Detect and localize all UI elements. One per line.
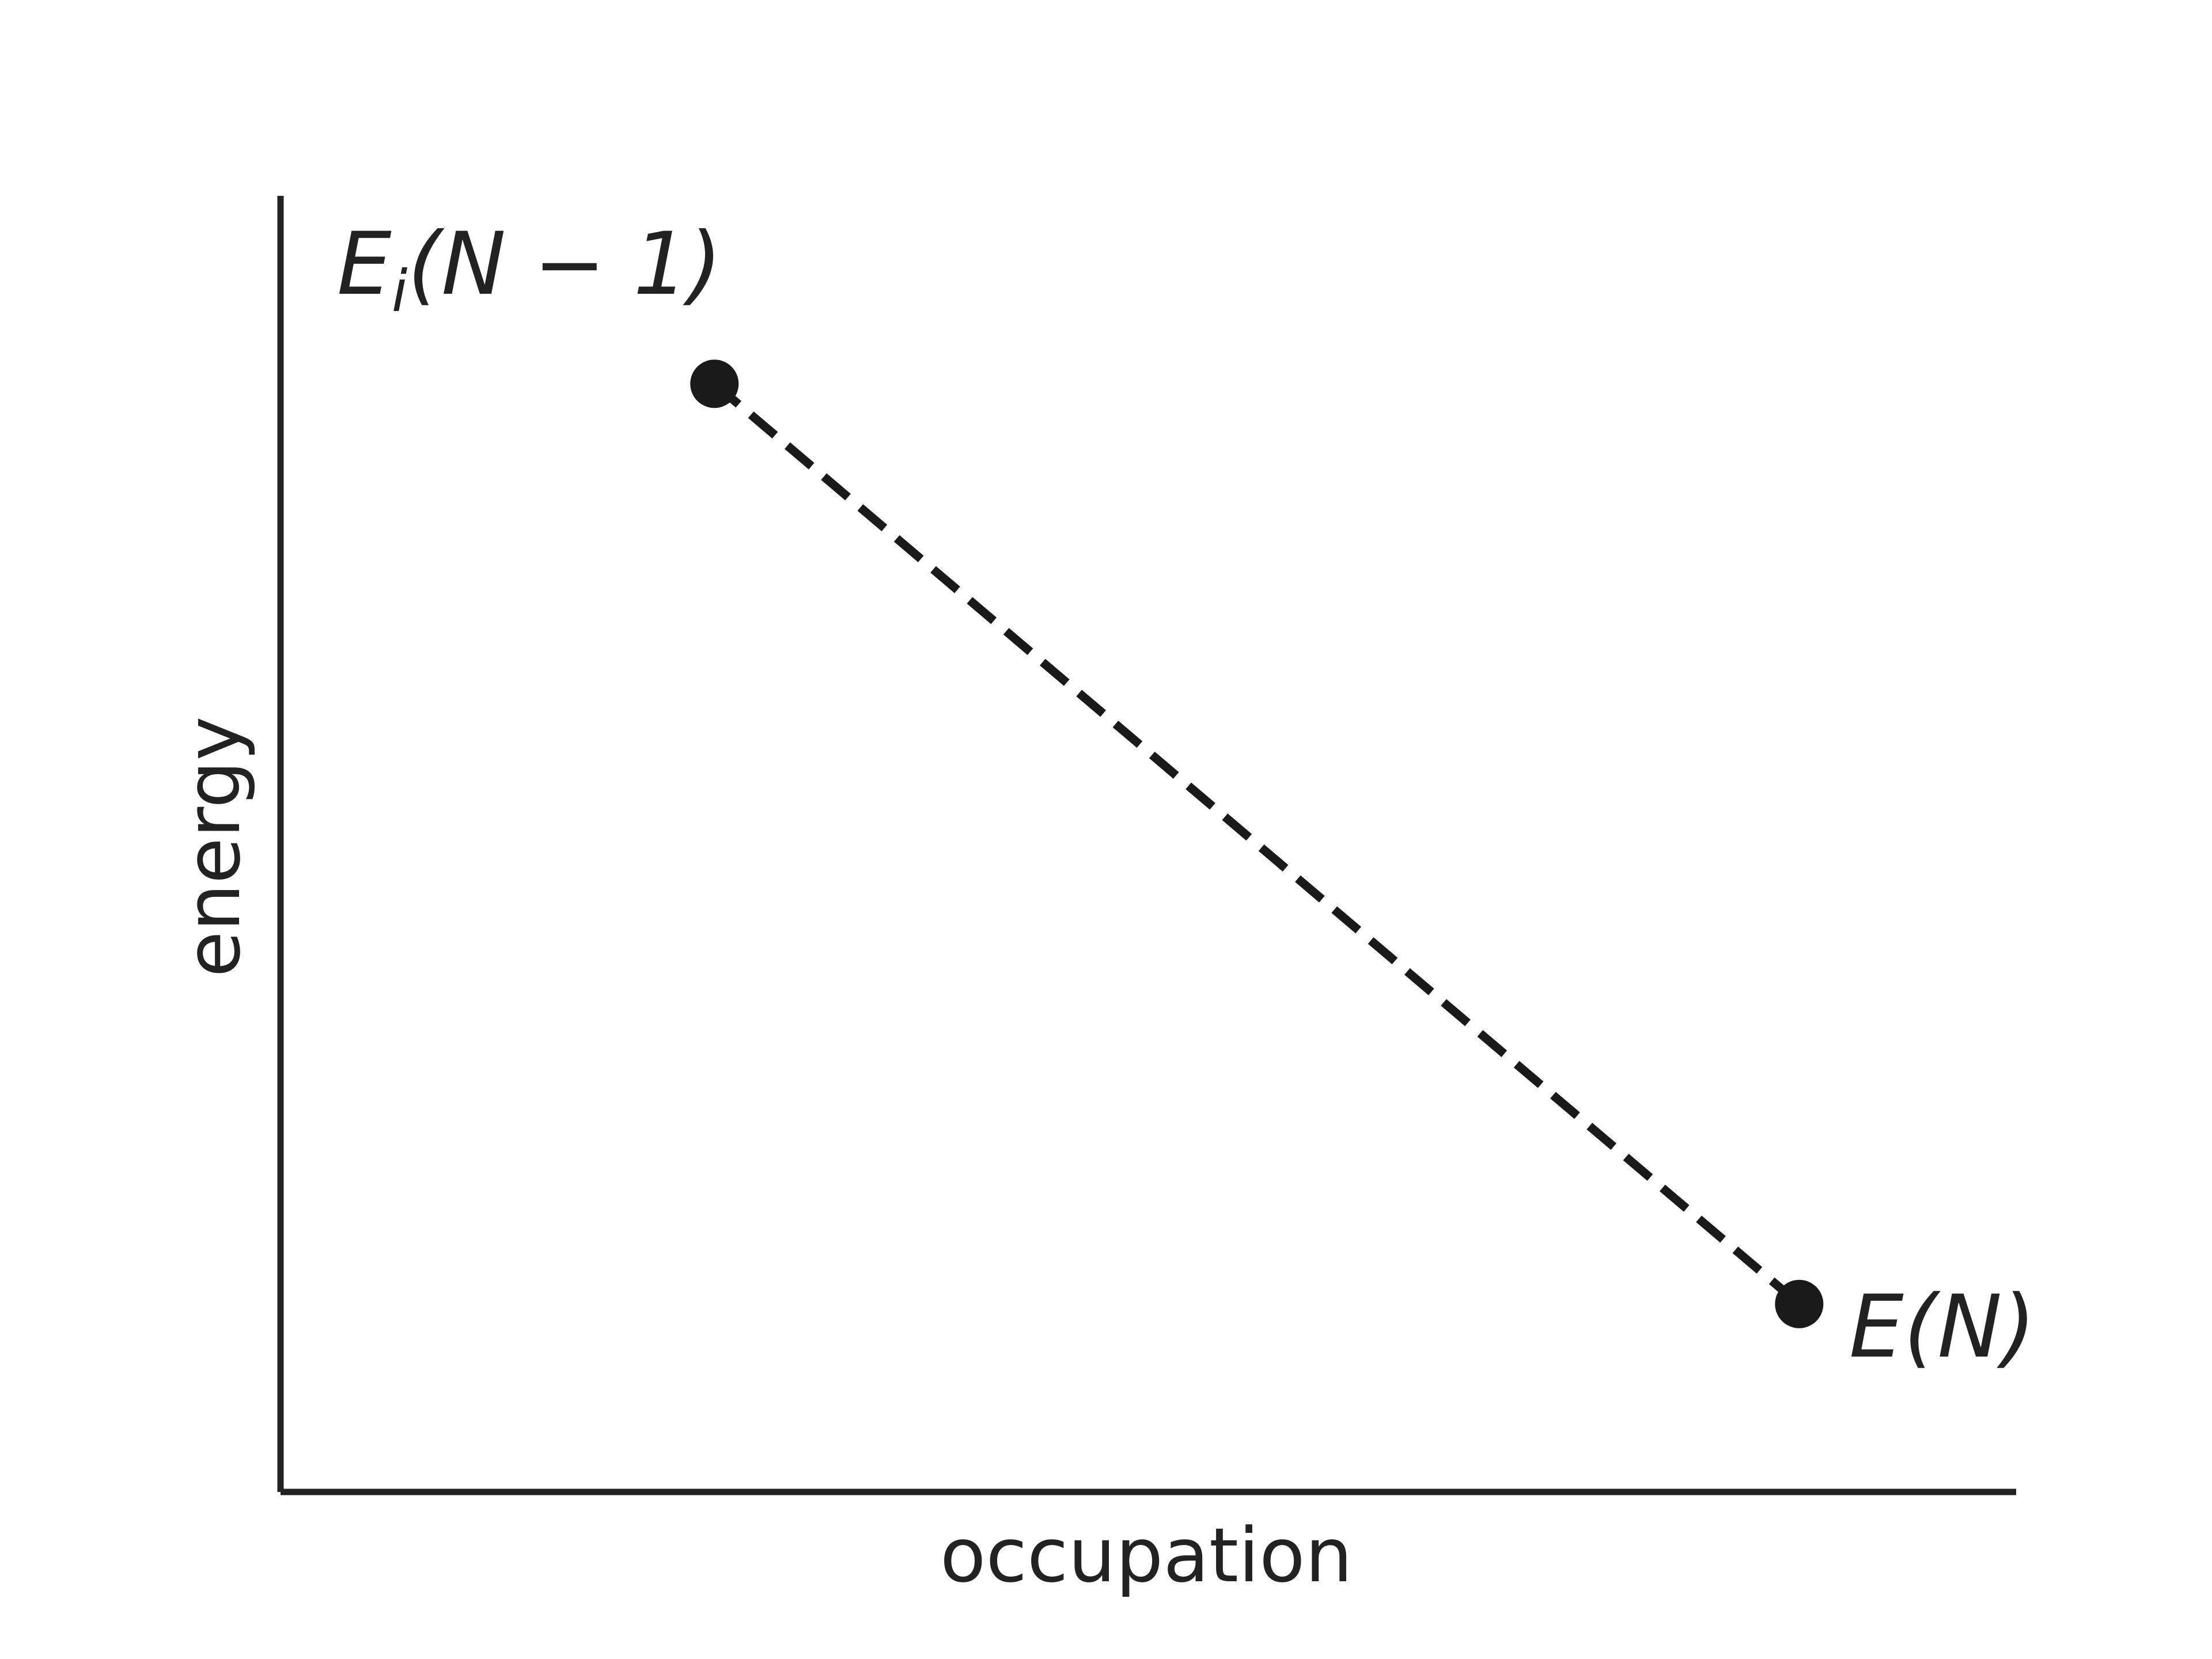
x-axis-label: occupation — [940, 1512, 1353, 1599]
label-rest: (N) — [1904, 1277, 2036, 1377]
label-sub: i — [392, 257, 408, 325]
point-label-ei-n-minus-1: Ei(N − 1) — [337, 214, 722, 325]
label-rest: (N − 1) — [408, 214, 722, 315]
series-0-point-1 — [1775, 1279, 1824, 1328]
y-axis-label: energy — [169, 717, 257, 978]
label-main: E — [337, 214, 392, 315]
series-0-dashed-line — [711, 380, 1802, 1308]
series-layer — [690, 359, 1824, 1328]
series-0-point-0 — [690, 359, 739, 408]
point-label-e-n: E(N) — [1849, 1277, 2036, 1377]
label-main: E — [1849, 1277, 1904, 1377]
